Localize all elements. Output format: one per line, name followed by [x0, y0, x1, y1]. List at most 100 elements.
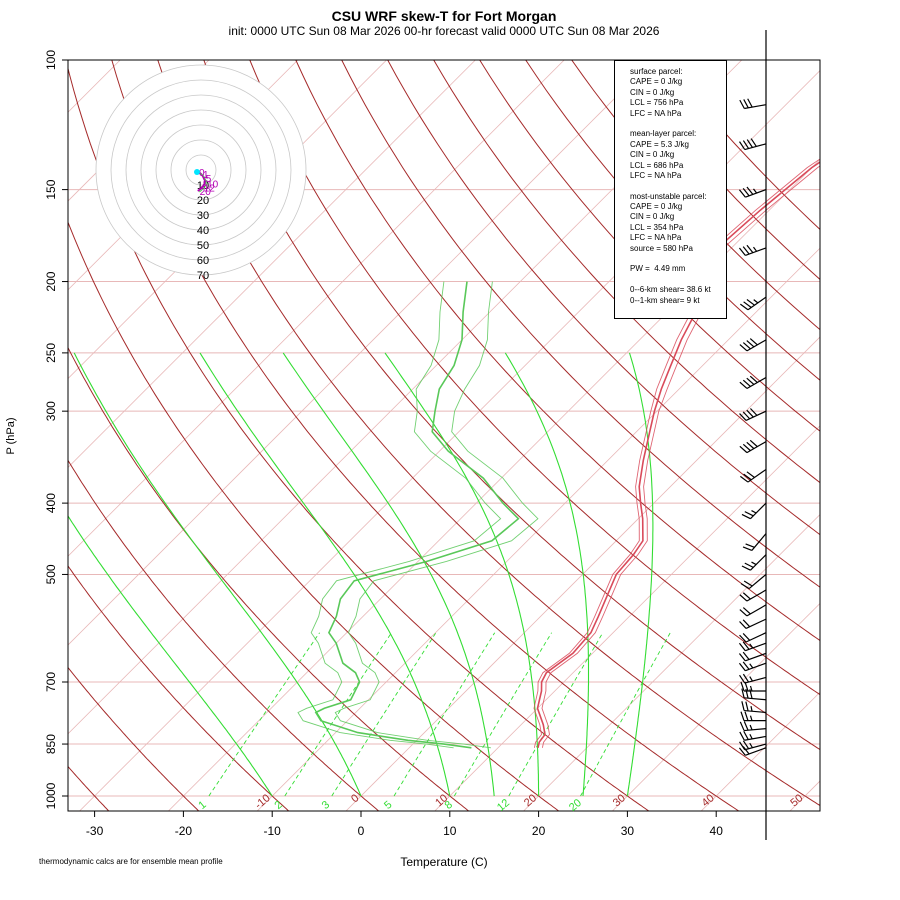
- mean-layer-cape: CAPE = 5.3 J/kg: [630, 139, 689, 149]
- wind-barb: [740, 711, 766, 722]
- wind-barb: [739, 375, 767, 390]
- moist-adiabat: [73, 352, 362, 797]
- dry-adiabat: [525, 60, 820, 381]
- p-tick-label: 100: [44, 50, 58, 70]
- mixing-ratio-line: [453, 632, 552, 797]
- mean-layer-lcl: LCL = 686 hPa: [630, 160, 684, 170]
- dry-adiabat: [68, 66, 650, 811]
- most-unstable-cin: CIN = 0 J/kg: [630, 212, 675, 222]
- p-tick-label: 300: [44, 401, 58, 421]
- moist-adiabat: [68, 515, 273, 797]
- hodograph-ring: [170, 139, 232, 201]
- dry-adiabat: [341, 60, 820, 588]
- isotherm-line: [68, 60, 210, 202]
- hodograph-ring-label: 30: [197, 210, 209, 222]
- mixing-ratio-line: [580, 632, 671, 797]
- dry-adiabat: [433, 60, 820, 484]
- moist-adiabat: [504, 352, 590, 797]
- isotherm-line: [68, 60, 654, 646]
- hodograph-ring-label: 40: [197, 225, 209, 237]
- isotherm-line: [68, 60, 476, 468]
- p-tick-label: 250: [44, 343, 58, 363]
- hodograph-ring-label: 70: [197, 270, 209, 282]
- isotherm-line: [434, 425, 820, 811]
- dry-adiabat: [68, 459, 380, 811]
- hodograph-ring: [140, 109, 262, 231]
- wind-barb: [740, 296, 767, 311]
- most-unstable-parcel-heading: most-unstable parcel:: [630, 191, 707, 201]
- mean-layer-cin: CIN = 0 J/kg: [630, 150, 675, 160]
- chart-title: CSU WRF skew-T for Fort Morgan: [331, 8, 557, 24]
- wind-barb: [741, 688, 767, 701]
- dry-adiabat: [295, 60, 820, 642]
- dry-adiabat-label: -10: [253, 792, 273, 811]
- x-tick-label: -20: [175, 824, 193, 838]
- hodograph-ring-label: 60: [197, 255, 209, 267]
- x-tick-label: 30: [621, 824, 635, 838]
- x-tick-label: 10: [443, 824, 457, 838]
- hodograph-start-point: [194, 169, 200, 175]
- mixing-ratio-line: [331, 632, 437, 797]
- wind-barb: [740, 573, 767, 590]
- hodograph-ring: [125, 94, 277, 246]
- mean-layer-lfc: LFC = NA hPa: [630, 170, 682, 180]
- wind-barb: [739, 589, 767, 602]
- hodograph-ring: [155, 124, 247, 216]
- moist-adiabat: [282, 352, 495, 797]
- hodograph-point-label: 10: [207, 179, 219, 190]
- mixing-ratio-line: [208, 632, 320, 797]
- x-tick-label: 40: [710, 824, 724, 838]
- wind-barb: [741, 502, 767, 520]
- chart-subtitle: init: 0000 UTC Sun 08 Mar 2026 00-hr for…: [228, 24, 660, 38]
- wind-barb: [741, 554, 767, 571]
- most-unstable-cape: CAPE = 0 J/kg: [630, 202, 683, 212]
- dewpoint-trace: [314, 281, 520, 749]
- wind-barb: [739, 673, 767, 684]
- wind-barb: [741, 701, 767, 714]
- isotherm-line: [523, 514, 820, 811]
- x-axis-label: Temperature (C): [400, 855, 487, 869]
- surface-parcel-heading: surface parcel:: [630, 67, 683, 76]
- isotherm-line: [68, 60, 565, 557]
- hodograph-ring-label: 20: [197, 195, 209, 207]
- isotherm-line: [611, 602, 820, 811]
- hodograph-point-label: 5: [206, 174, 212, 185]
- plot-frame: [67, 59, 821, 812]
- wind-barb: [739, 338, 767, 352]
- wind-barb: [739, 138, 767, 151]
- wind-barb: [739, 721, 767, 732]
- x-tick-label: -10: [264, 824, 282, 838]
- dry-adiabat: [203, 60, 820, 751]
- hodograph-point-label: 0: [199, 168, 205, 179]
- isotherm-line: [256, 247, 820, 811]
- wind-barb: [739, 604, 767, 617]
- hodograph-trace: [198, 172, 208, 193]
- x-tick-label: 20: [532, 824, 546, 838]
- hodograph-point-label: 1: [203, 170, 209, 181]
- mixing-ratio-line: [284, 632, 392, 797]
- wind-barb: [738, 746, 767, 756]
- mixing-ratio-line: [508, 632, 604, 797]
- hodograph-ring: [110, 79, 292, 261]
- wind-barb: [738, 651, 767, 662]
- p-tick-label: 1000: [44, 782, 58, 809]
- x-tick-label: -30: [86, 824, 104, 838]
- dry-adiabat: [68, 346, 470, 811]
- wind-barb: [738, 661, 767, 672]
- p-tick-label: 400: [44, 493, 58, 513]
- y-axis-label: P (hPa): [5, 417, 17, 454]
- wind-barb: [738, 244, 767, 256]
- hodograph-ring: [185, 154, 217, 186]
- footnote: thermodynamic calcs are for ensemble mea…: [39, 857, 223, 866]
- wind-barb: [742, 533, 767, 551]
- moist-adiabat: [199, 352, 451, 797]
- surface-lcl: LCL = 756 hPa: [630, 98, 684, 108]
- wind-barb: [739, 618, 767, 629]
- surface-cape: CAPE = 0 J/kg: [630, 77, 683, 87]
- dry-adiabat: [387, 60, 820, 536]
- hodograph-point-label: 20: [200, 187, 212, 198]
- mean-layer-parcel-heading: mean-layer parcel:: [630, 129, 697, 139]
- wind-barb: [739, 740, 767, 751]
- p-tick-label: 150: [44, 179, 58, 199]
- surface-lfc: LFC = NA hPa: [630, 108, 682, 118]
